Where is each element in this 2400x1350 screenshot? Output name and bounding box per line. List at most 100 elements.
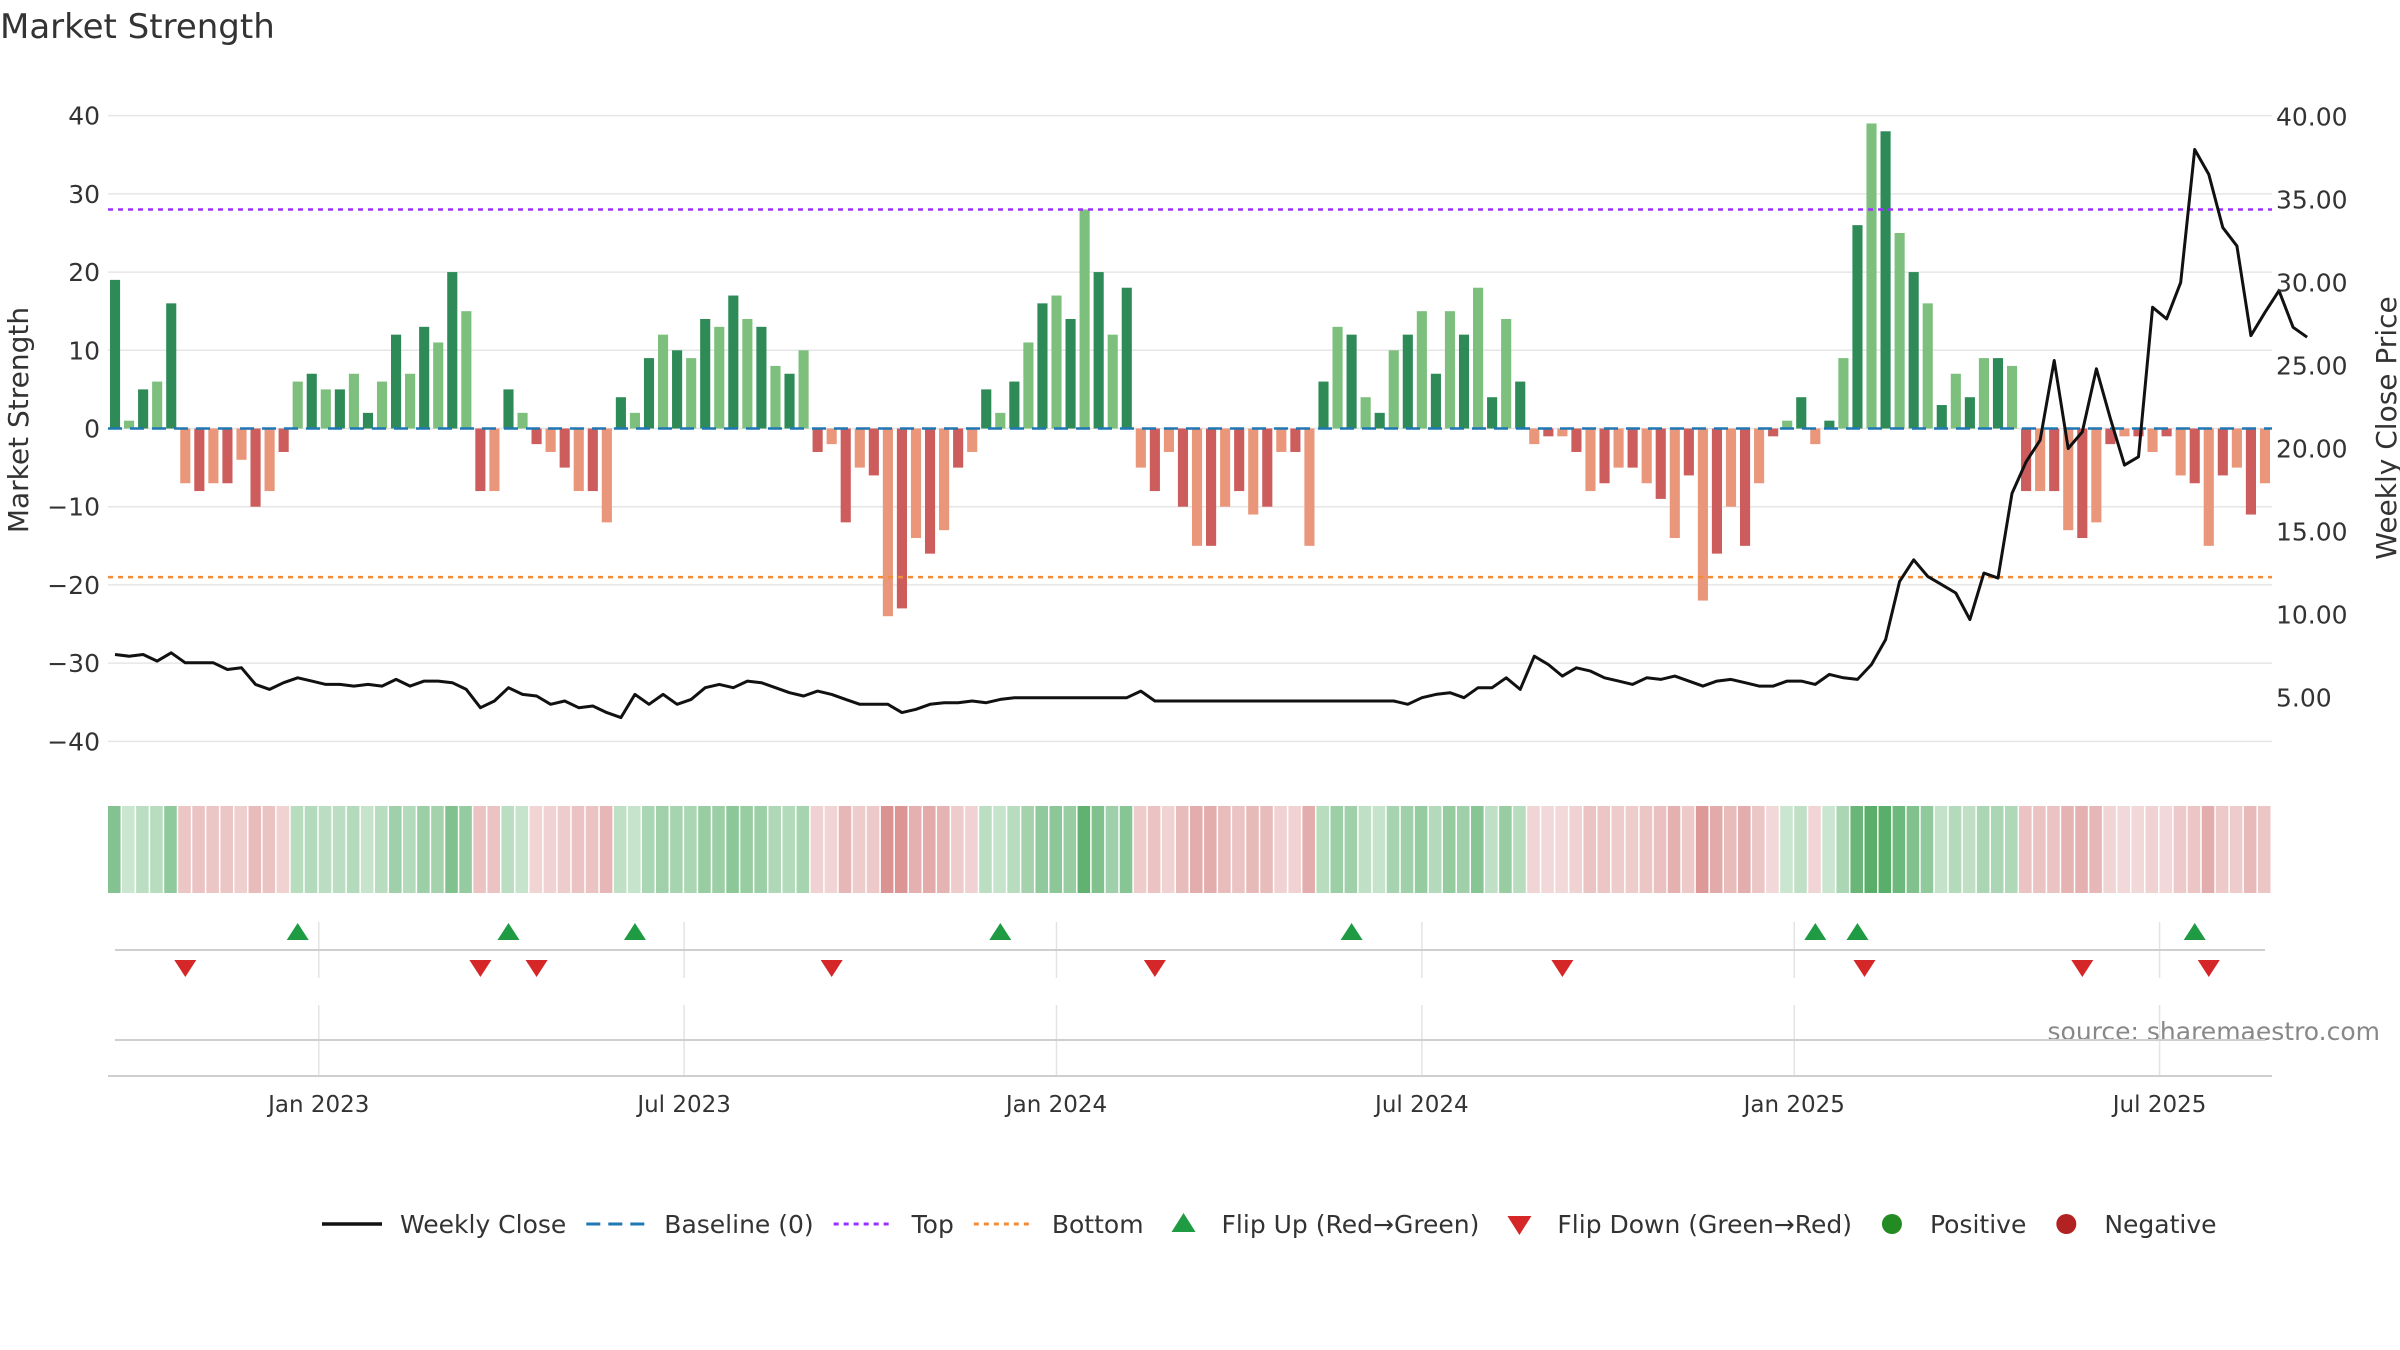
strength-bar <box>1388 350 1399 429</box>
heat-cell <box>220 806 233 893</box>
heat-cell <box>150 806 163 893</box>
legend-swatch-dot <box>1881 1214 1902 1234</box>
strength-bar <box>1641 428 1652 484</box>
strength-bar <box>967 428 978 452</box>
strength-bar <box>362 412 374 429</box>
heat-cell <box>2103 806 2116 893</box>
strength-bar <box>854 428 865 468</box>
heat-cell <box>2187 806 2201 893</box>
strength-bar <box>2203 428 2214 546</box>
heat-cell <box>1850 806 1863 893</box>
strength-bar <box>882 428 893 617</box>
strength-bar <box>1866 123 1877 429</box>
heat-cell <box>1344 806 1358 893</box>
heat-cell <box>1934 806 1948 893</box>
strength-bar <box>1978 358 1989 429</box>
heat-cell <box>894 806 908 893</box>
strength-bar <box>320 389 331 429</box>
strength-bar <box>1416 311 1427 429</box>
heat-cell <box>164 806 177 893</box>
strength-bar <box>1894 232 1905 429</box>
strength-bar <box>686 358 697 429</box>
heat-cell <box>262 806 276 893</box>
heat-cell <box>754 806 767 893</box>
strength-bar <box>1796 397 1807 429</box>
strength-bar <box>545 428 556 452</box>
heat-cell <box>1274 806 1287 893</box>
strength-bar <box>1051 295 1062 429</box>
strength-bar <box>2063 428 2074 531</box>
strength-bar <box>489 428 500 492</box>
strength-bar <box>124 420 135 429</box>
strength-bar <box>896 428 907 609</box>
legend: Weekly Close Baseline (0) Top Bottom Flip Up… <box>322 1210 2217 1239</box>
heat-cell <box>923 806 936 893</box>
strength-bar <box>1402 334 1413 429</box>
heat-cell <box>108 806 121 893</box>
y-tick-label-left: −40 <box>47 727 100 756</box>
heat-cell <box>501 806 515 893</box>
chart-title: Market Strength <box>0 7 275 47</box>
heat-cell <box>1302 806 1315 893</box>
strength-bar <box>391 334 402 429</box>
flip-up-marker <box>623 923 646 940</box>
strength-bar <box>2217 428 2228 476</box>
strength-bar <box>1163 428 1174 452</box>
flip-down-marker <box>1551 960 1574 977</box>
heat-cell <box>2019 806 2032 893</box>
bars-layer <box>109 123 2271 617</box>
strength-bar <box>1669 428 1680 538</box>
strength-bar <box>1234 428 1245 492</box>
heat-cell <box>1976 806 1990 893</box>
strength-bar <box>250 428 261 507</box>
x-tick-label: Jan 2025 <box>1742 1092 1845 1118</box>
legend-label: Weekly Close <box>400 1210 566 1239</box>
strength-bar <box>1529 428 1540 445</box>
heat-cell <box>1836 806 1849 893</box>
strength-bar <box>1473 287 1484 429</box>
legend-label: Flip Down (Green→Red) <box>1557 1210 1852 1239</box>
y-tick-label-left: 0 <box>84 415 100 444</box>
heat-cell <box>866 806 880 893</box>
strength-bar <box>264 428 275 492</box>
strength-bar <box>1430 373 1441 429</box>
strength-bar <box>503 389 514 429</box>
strength-bar <box>1332 326 1343 429</box>
strength-bar <box>1810 428 1821 445</box>
strength-bar <box>1655 428 1666 499</box>
strength-bar <box>2189 428 2200 484</box>
strength-bar <box>2006 365 2018 429</box>
heat-cell <box>557 806 571 893</box>
strength-bar <box>208 428 219 484</box>
strength-bar <box>222 428 233 484</box>
heat-cell <box>276 806 290 893</box>
heat-cell <box>374 806 388 893</box>
strength-bar <box>601 428 612 523</box>
strength-bar <box>812 428 823 452</box>
strength-bar <box>728 295 739 429</box>
lines-layer <box>108 148 2308 720</box>
heat-cell <box>445 806 458 893</box>
strength-bar <box>995 412 1006 429</box>
flip-down-marker <box>174 960 197 977</box>
heat-cell <box>1766 806 1779 893</box>
strength-bar <box>2147 428 2158 452</box>
heat-cell <box>473 806 486 893</box>
strength-bar <box>292 381 303 429</box>
legend-label: Negative <box>2104 1210 2216 1239</box>
flip-up-marker <box>1846 923 1869 940</box>
x-tick-label: Jan 2023 <box>266 1092 369 1118</box>
strength-bar <box>152 381 163 429</box>
heat-cell <box>782 806 796 893</box>
strength-bar <box>334 389 345 429</box>
heat-cell <box>136 806 149 893</box>
heat-cell <box>1204 806 1217 893</box>
heat-cell <box>2033 806 2046 893</box>
heat-cell <box>1077 806 1091 893</box>
strength-bar <box>1206 428 1217 546</box>
heat-cell <box>698 806 711 893</box>
strength-bar <box>1880 131 1891 429</box>
heat-cell <box>1695 806 1709 893</box>
heat-cell <box>1021 806 1034 893</box>
y-tick-label-left: 30 <box>68 180 100 209</box>
